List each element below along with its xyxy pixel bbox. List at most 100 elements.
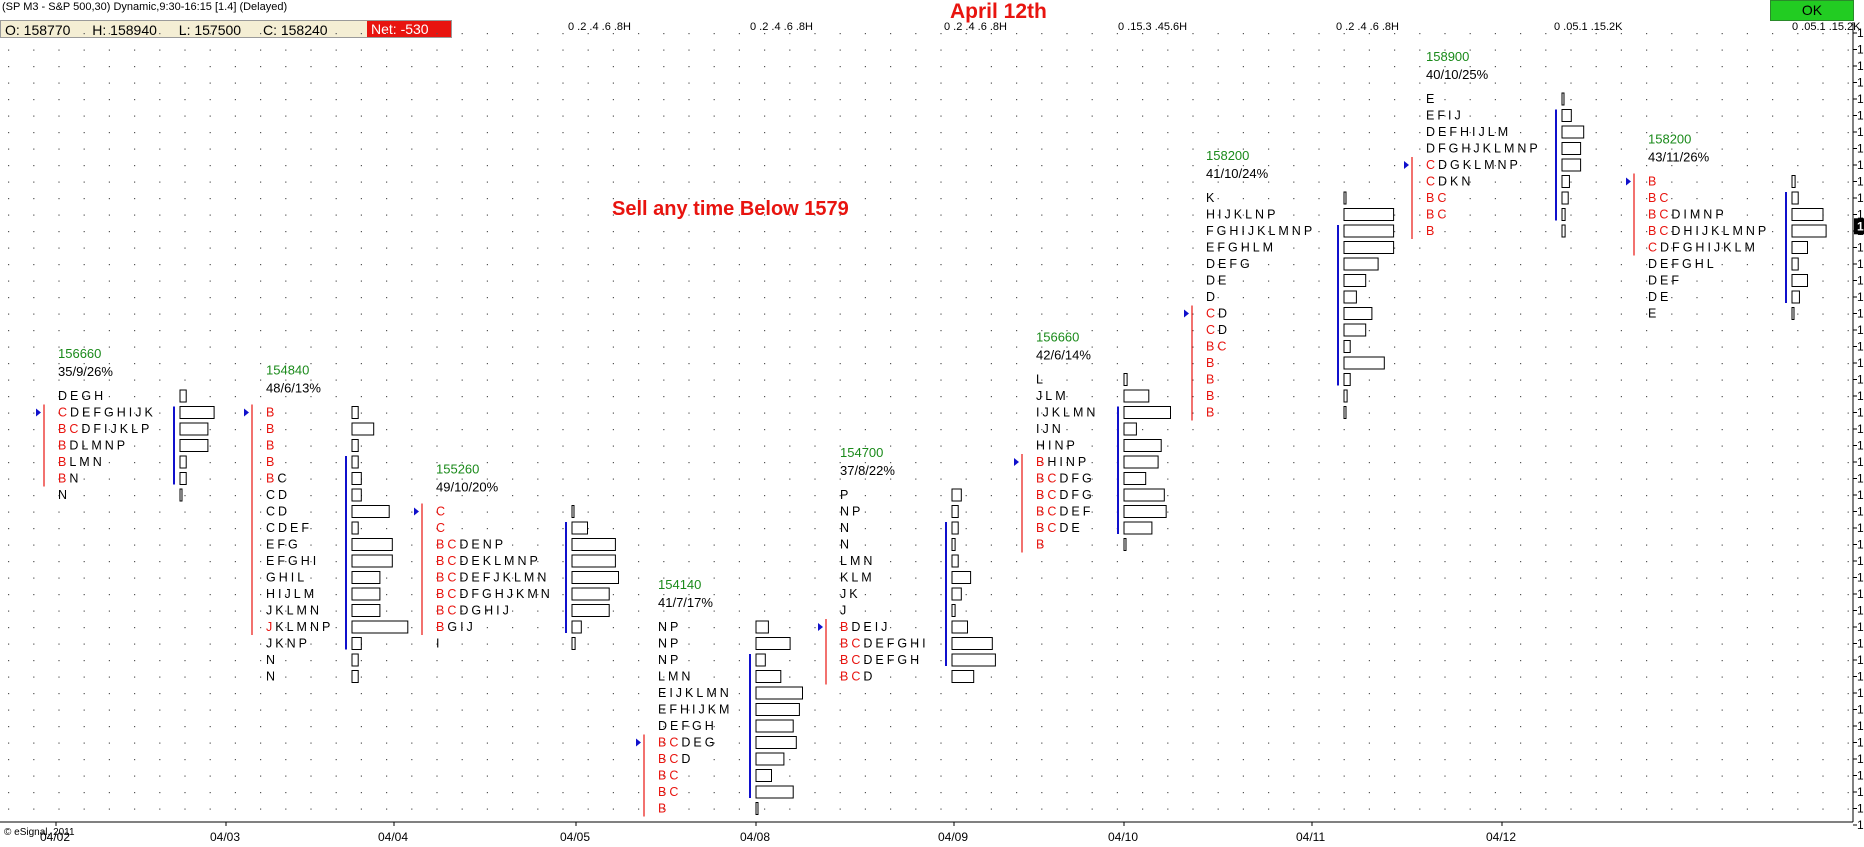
last-price-label: 158240 bbox=[1857, 219, 1864, 233]
grid-dot bbox=[789, 561, 791, 563]
grid-dot bbox=[1595, 610, 1597, 612]
grid-dot bbox=[1343, 99, 1345, 101]
grid-dot bbox=[713, 49, 715, 51]
grid-dot bbox=[1419, 775, 1421, 777]
price-tick-label: 158760 bbox=[1857, 158, 1864, 172]
grid-dot bbox=[990, 495, 992, 497]
grid-dot bbox=[386, 610, 388, 612]
grid-dot bbox=[260, 742, 262, 744]
grid-dot bbox=[1419, 610, 1421, 612]
grid-dot bbox=[1192, 792, 1194, 794]
grid-dot bbox=[789, 379, 791, 381]
grid-dot bbox=[587, 379, 589, 381]
grid-dot bbox=[33, 115, 35, 117]
grid-dot bbox=[8, 379, 10, 381]
grid-dot bbox=[1343, 742, 1345, 744]
grid-dot bbox=[1570, 660, 1572, 662]
grid-dot bbox=[587, 280, 589, 282]
volume-bar bbox=[1343, 191, 1347, 205]
ok-button[interactable]: OK bbox=[1770, 0, 1854, 21]
grid-dot bbox=[1646, 709, 1648, 711]
grid-dot bbox=[1142, 82, 1144, 84]
grid-dot bbox=[713, 115, 715, 117]
profile-poc-label: 154140 bbox=[658, 577, 701, 592]
grid-dot bbox=[537, 330, 539, 332]
grid-dot bbox=[512, 462, 514, 464]
grid-dot bbox=[1016, 759, 1018, 761]
grid-dot bbox=[713, 759, 715, 761]
grid-dot bbox=[814, 396, 816, 398]
grid-dot bbox=[915, 280, 917, 282]
grid-dot bbox=[159, 808, 161, 810]
volume-bar bbox=[1343, 241, 1395, 254]
grid-dot bbox=[814, 412, 816, 414]
grid-dot bbox=[1116, 313, 1118, 315]
grid-dot bbox=[260, 181, 262, 183]
grid-dot bbox=[33, 82, 35, 84]
grid-dot bbox=[159, 561, 161, 563]
grid-dot bbox=[1192, 297, 1194, 299]
grid-dot bbox=[965, 99, 967, 101]
grid-dot bbox=[1671, 445, 1673, 447]
grid-dot bbox=[461, 709, 463, 711]
grid-dot bbox=[386, 115, 388, 117]
grid-dot bbox=[1469, 82, 1471, 84]
grid-dot bbox=[461, 346, 463, 348]
grid-dot bbox=[159, 231, 161, 233]
grid-dot bbox=[990, 330, 992, 332]
grid-dot bbox=[1520, 445, 1522, 447]
grid-dot bbox=[1696, 643, 1698, 645]
grid-dot bbox=[965, 280, 967, 282]
grid-dot bbox=[688, 544, 690, 546]
grid-dot bbox=[839, 561, 841, 563]
grid-dot bbox=[461, 115, 463, 117]
grid-dot bbox=[612, 247, 614, 249]
grid-dot bbox=[612, 379, 614, 381]
histogram-scale-label: 0 .2 .4 .6 .8H bbox=[568, 21, 631, 33]
grid-dot bbox=[915, 429, 917, 431]
grid-dot bbox=[360, 82, 362, 84]
grid-dot bbox=[1847, 577, 1849, 579]
grid-dot bbox=[1268, 313, 1270, 315]
grid-dot bbox=[33, 577, 35, 579]
grid-dot bbox=[1167, 132, 1169, 134]
volume-bar bbox=[755, 752, 785, 766]
tpo-row: BCDE bbox=[1036, 521, 1083, 535]
grid-dot bbox=[688, 495, 690, 497]
grid-dot bbox=[1368, 165, 1370, 167]
volume-bar bbox=[1343, 257, 1379, 271]
volume-bar bbox=[951, 670, 975, 683]
grid-dot bbox=[1847, 792, 1849, 794]
grid-dot bbox=[1545, 412, 1547, 414]
grid-dot bbox=[1721, 132, 1723, 134]
tpo-row: CDEF bbox=[266, 521, 312, 535]
grid-dot bbox=[159, 495, 161, 497]
grid-dot bbox=[83, 396, 85, 398]
grid-dot bbox=[1494, 99, 1496, 101]
grid-dot bbox=[1192, 808, 1194, 810]
grid-dot bbox=[285, 693, 287, 695]
grid-dot bbox=[1721, 495, 1723, 497]
grid-dot bbox=[1797, 115, 1799, 117]
grid-dot bbox=[1444, 214, 1446, 216]
grid-dot bbox=[411, 610, 413, 612]
grid-dot bbox=[1041, 693, 1043, 695]
grid-dot bbox=[1444, 132, 1446, 134]
grid-dot bbox=[1016, 33, 1018, 35]
tpo-letters: P bbox=[840, 488, 851, 502]
grid-dot bbox=[638, 115, 640, 117]
grid-dot bbox=[1091, 693, 1093, 695]
grid-dot bbox=[209, 676, 211, 678]
grid-dot bbox=[234, 115, 236, 117]
open-marker bbox=[818, 623, 823, 631]
price-tick-label: 154700 bbox=[1857, 637, 1864, 651]
grid-dot bbox=[1746, 561, 1748, 563]
grid-dot bbox=[386, 231, 388, 233]
grid-dot bbox=[1167, 297, 1169, 299]
grid-dot bbox=[1343, 445, 1345, 447]
grid-dot bbox=[360, 132, 362, 134]
grid-dot bbox=[1444, 445, 1446, 447]
tpo-row: CDEFGHIJK bbox=[58, 406, 156, 420]
grid-dot bbox=[335, 181, 337, 183]
grid-dot bbox=[537, 363, 539, 365]
